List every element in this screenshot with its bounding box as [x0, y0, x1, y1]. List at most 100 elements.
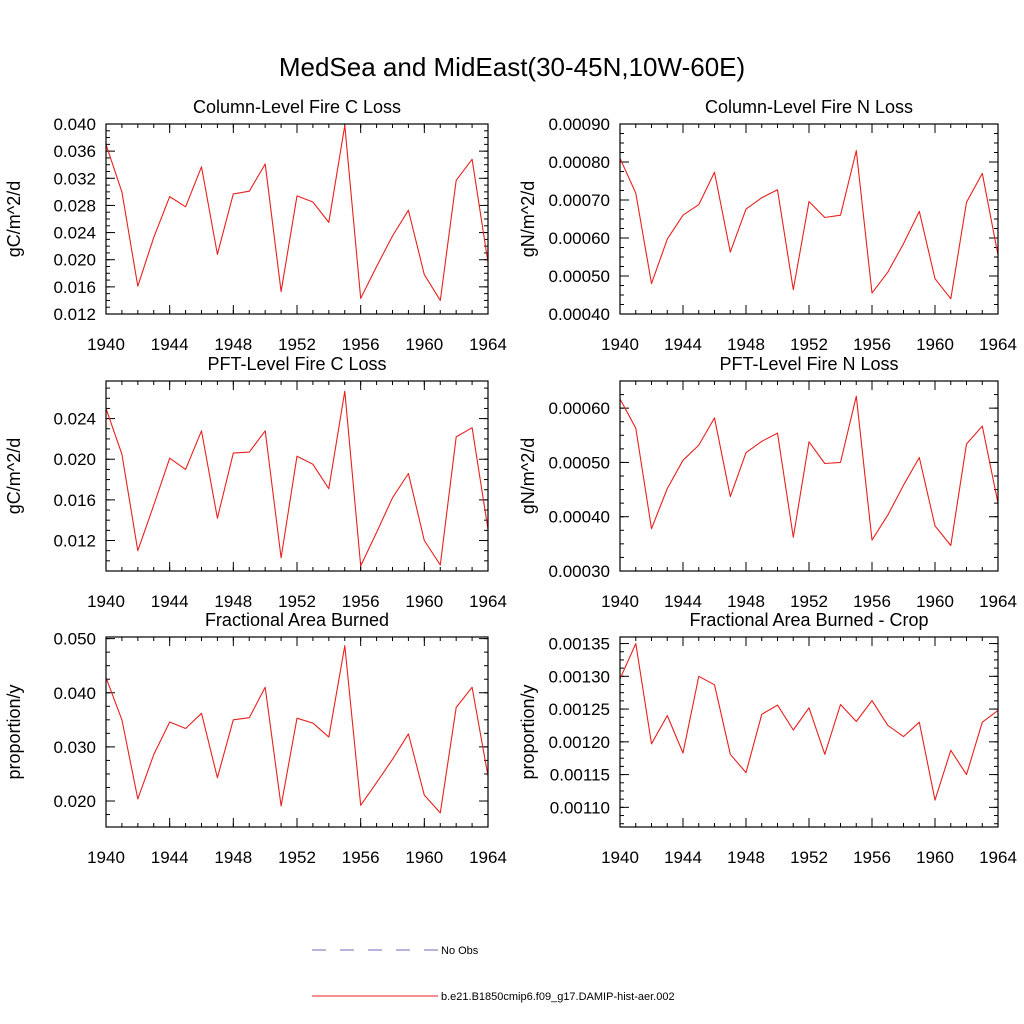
x-tick-label: 1940 [87, 848, 125, 867]
series-line [105, 390, 489, 567]
y-tick-label: 0.00070 [549, 191, 610, 210]
x-tick-label: 1960 [916, 848, 954, 867]
y-tick-label: 0.016 [53, 278, 96, 297]
x-tick-label: 1952 [790, 335, 828, 354]
x-tick-label: 1948 [727, 848, 765, 867]
x-tick-label: 1940 [87, 592, 125, 611]
x-tick-label: 1952 [790, 848, 828, 867]
x-tick-label: 1940 [601, 335, 639, 354]
y-axis-label: gC/m^2/d [4, 438, 24, 514]
y-tick-label: 0.032 [53, 169, 96, 188]
y-tick-label: 0.00040 [549, 508, 610, 527]
plot-frame [619, 123, 999, 315]
legend: No Obs b.e21.B1850cmip6.f09_g17.DAMIP-hi… [312, 945, 675, 1003]
x-tick-label: 1944 [664, 335, 702, 354]
y-tick-label: 0.040 [53, 684, 96, 703]
x-tick-label: 1956 [853, 335, 891, 354]
series-line [619, 643, 999, 801]
x-tick-label: 1964 [979, 592, 1017, 611]
plot-frame [105, 380, 489, 572]
figure-title: MedSea and MidEast(30-45N,10W-60E) [279, 52, 745, 82]
chart-panel-2: Column-Level Fire N Loss gN/m^2/d 1940 1944… [518, 97, 1017, 354]
chart-panel-4: PFT-Level Fire N Loss gN/m^2/d 1940 1944 194… [518, 354, 1017, 611]
y-tick-label: 0.00130 [549, 667, 610, 686]
y-tick-label: 0.00135 [549, 635, 610, 654]
chart-panel-5: Fractional Area Burned proportion/y 1940 19… [4, 610, 507, 867]
panel-title: Column-Level Fire N Loss [705, 97, 913, 117]
y-tick-label: 0.020 [53, 251, 96, 270]
x-tick-label: 1956 [342, 335, 380, 354]
x-tick-label: 1952 [278, 848, 316, 867]
x-tick-label: 1952 [278, 592, 316, 611]
y-tick-label: 0.028 [53, 196, 96, 215]
y-tick-label: 0.024 [53, 224, 96, 243]
plot-frame [619, 380, 999, 572]
y-tick-label: 0.040 [53, 115, 96, 134]
y-tick-label: 0.00050 [549, 267, 610, 286]
x-tick-label: 1964 [469, 335, 507, 354]
series-line [105, 124, 489, 301]
series-line [619, 150, 999, 300]
chart-panel-6: Fractional Area Burned - Crop proportion/… [518, 610, 1017, 867]
y-axis-label: gC/m^2/d [4, 181, 24, 257]
x-tick-label: 1956 [853, 848, 891, 867]
x-tick-label: 1964 [979, 335, 1017, 354]
panel-title: Fractional Area Burned - Crop [689, 610, 928, 630]
y-tick-label: 0.00125 [549, 700, 610, 719]
x-tick-label: 1956 [342, 848, 380, 867]
y-axis-label: gN/m^2/d [518, 438, 538, 514]
x-tick-label: 1960 [916, 335, 954, 354]
x-tick-label: 1960 [916, 592, 954, 611]
x-tick-label: 1948 [727, 592, 765, 611]
y-tick-label: 0.020 [53, 792, 96, 811]
x-tick-label: 1956 [342, 592, 380, 611]
y-axis-label: proportion/y [518, 684, 538, 779]
x-tick-label: 1952 [278, 335, 316, 354]
panel-title: PFT-Level Fire N Loss [719, 354, 898, 374]
y-tick-label: 0.050 [53, 630, 96, 649]
panel-title: PFT-Level Fire C Loss [207, 354, 386, 374]
x-tick-label: 1960 [405, 592, 443, 611]
legend-label-no-obs: No Obs [441, 945, 479, 957]
y-axis-label: gN/m^2/d [518, 181, 538, 257]
x-tick-label: 1960 [405, 848, 443, 867]
y-tick-label: 0.00080 [549, 153, 610, 172]
series-line [619, 395, 999, 547]
chart-panel-3: PFT-Level Fire C Loss gC/m^2/d 1940 1944 194… [4, 354, 507, 611]
y-tick-label: 0.00050 [549, 453, 610, 472]
y-tick-label: 0.00060 [549, 399, 610, 418]
y-tick-label: 0.030 [53, 738, 96, 757]
chart-panel-1: Column-Level Fire C Loss gC/m^2/d 1940 1944… [4, 97, 507, 354]
x-tick-label: 1944 [664, 848, 702, 867]
y-tick-label: 0.00115 [550, 766, 610, 785]
legend-label-model: b.e21.B1850cmip6.f09_g17.DAMIP-hist-aer.… [441, 991, 675, 1003]
plot-frame [105, 636, 489, 828]
y-tick-label: 0.00110 [550, 798, 610, 817]
y-tick-label: 0.00120 [549, 733, 610, 752]
x-tick-label: 1948 [727, 335, 765, 354]
y-tick-label: 0.00030 [549, 562, 610, 581]
x-tick-label: 1944 [151, 848, 189, 867]
series-line [105, 645, 489, 814]
x-tick-label: 1940 [601, 592, 639, 611]
x-tick-label: 1948 [214, 335, 252, 354]
x-tick-label: 1964 [469, 848, 507, 867]
plot-frame [619, 636, 999, 828]
x-tick-label: 1944 [151, 592, 189, 611]
x-tick-label: 1940 [601, 848, 639, 867]
y-tick-label: 0.016 [53, 491, 96, 510]
y-tick-label: 0.00040 [549, 305, 610, 324]
x-tick-label: 1960 [405, 335, 443, 354]
y-tick-label: 0.024 [53, 410, 96, 429]
x-tick-label: 1964 [469, 592, 507, 611]
y-tick-label: 0.012 [53, 532, 96, 551]
x-tick-label: 1952 [790, 592, 828, 611]
panel-title: Column-Level Fire C Loss [193, 97, 401, 117]
panel-title: Fractional Area Burned [205, 610, 389, 630]
plot-frame [105, 123, 489, 315]
y-tick-label: 0.00090 [549, 115, 610, 134]
y-tick-label: 0.00060 [549, 229, 610, 248]
x-tick-label: 1948 [214, 592, 252, 611]
y-axis-label: proportion/y [4, 684, 24, 779]
